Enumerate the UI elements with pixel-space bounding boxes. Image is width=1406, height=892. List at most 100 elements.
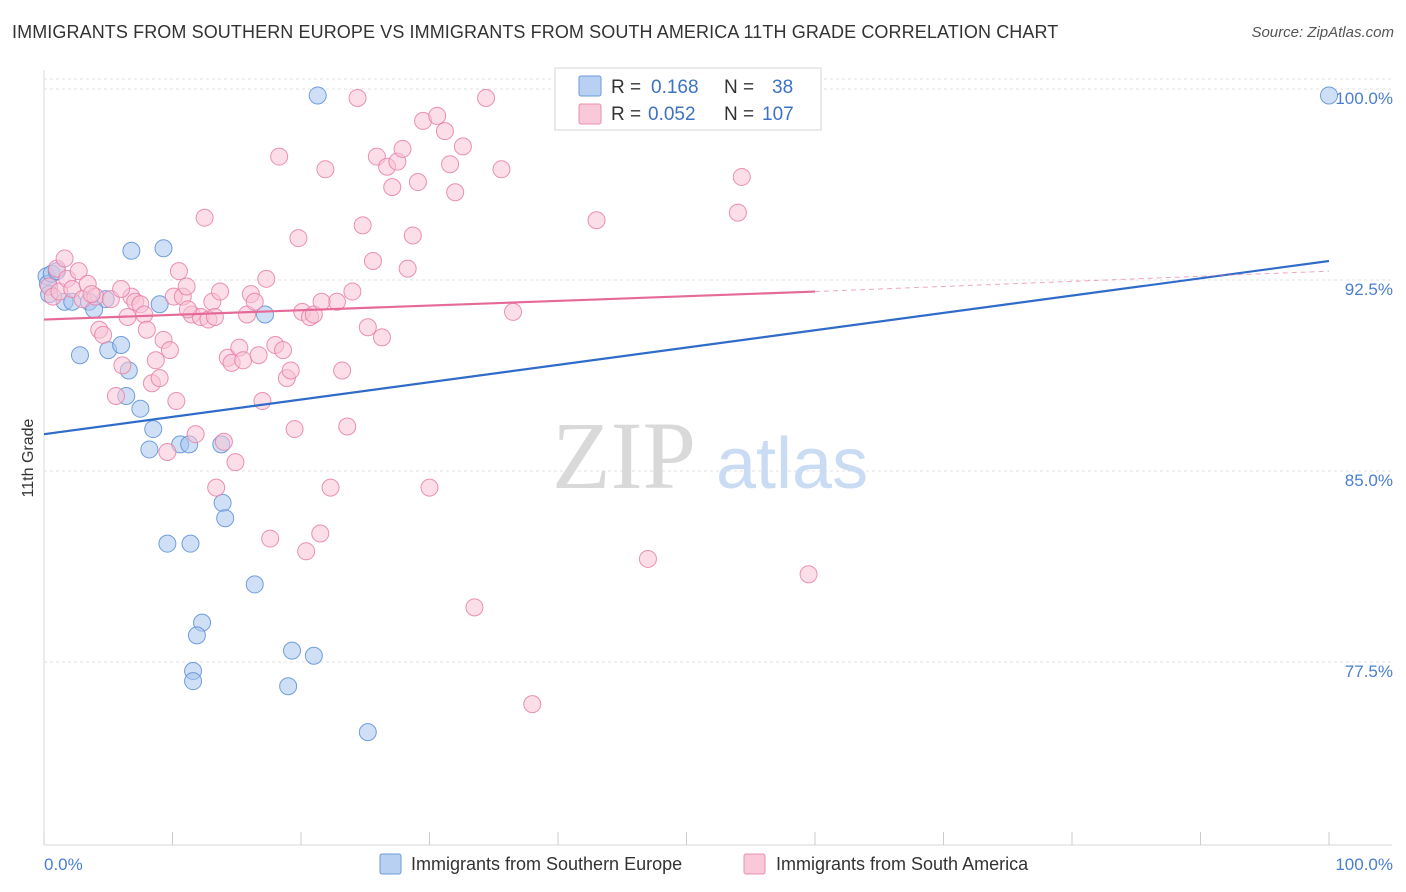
data-point — [150, 369, 169, 388]
data-point — [169, 262, 188, 281]
data-point — [420, 478, 439, 497]
trend-line-dashed-1 — [814, 270, 1330, 293]
data-point — [154, 239, 173, 258]
data-point — [393, 139, 412, 158]
data-point — [403, 226, 422, 245]
legend-r-label-2: R = — [611, 104, 641, 125]
data-point — [308, 86, 327, 105]
legend-n-value-1: 38 — [772, 77, 793, 98]
data-point — [465, 598, 484, 617]
y-tick-label: 100.0% — [1335, 89, 1393, 108]
x-tick-marks — [43, 832, 1330, 845]
data-point — [249, 346, 268, 365]
data-point — [106, 386, 125, 405]
data-point — [279, 677, 298, 696]
data-point — [184, 672, 203, 691]
bottom-legend-swatch-south-america — [743, 853, 766, 875]
data-point — [358, 318, 377, 337]
data-point — [253, 392, 272, 411]
legend-n-label-2: N = — [724, 104, 754, 125]
data-point — [587, 211, 606, 230]
bottom-legend-label-south-america: Immigrants from South America — [776, 854, 1029, 874]
data-point — [122, 241, 141, 260]
data-point — [504, 302, 523, 321]
series-south-america-points — [40, 89, 818, 714]
data-point — [181, 534, 200, 553]
legend-swatch-southern-europe — [578, 75, 602, 97]
data-point — [144, 420, 163, 439]
data-point — [112, 336, 131, 355]
data-point — [187, 626, 206, 645]
gridlines — [44, 78, 1392, 663]
data-point — [398, 259, 417, 278]
data-point — [312, 292, 331, 311]
data-point — [441, 155, 460, 174]
x-tick-label-min: 0.0% — [44, 855, 83, 874]
data-point — [428, 106, 447, 125]
legend-r-value-2: 0.052 — [648, 104, 696, 125]
legend-r-label-1: R = — [611, 77, 641, 98]
data-point — [135, 305, 154, 324]
data-point — [477, 89, 496, 107]
data-point — [137, 320, 156, 339]
data-point — [333, 361, 352, 380]
data-point — [281, 361, 300, 380]
data-point — [343, 282, 362, 301]
data-point — [55, 249, 74, 268]
data-point — [453, 137, 472, 156]
data-point — [338, 417, 357, 436]
data-point — [195, 208, 214, 227]
data-point — [799, 565, 818, 584]
data-point — [732, 167, 751, 186]
data-point — [216, 509, 235, 528]
legend-swatch-south-america — [578, 103, 602, 125]
watermark-zip: ZIP — [552, 402, 696, 509]
bottom-legend-label-southern-europe: Immigrants from Southern Europe — [411, 854, 682, 874]
data-point — [245, 292, 264, 311]
data-point — [1320, 86, 1338, 105]
data-point — [257, 269, 276, 288]
source-label: Source: ZipAtlas.com — [1251, 24, 1394, 41]
data-point — [213, 493, 232, 512]
data-point — [131, 399, 150, 418]
data-point — [274, 341, 293, 360]
data-point — [140, 440, 159, 459]
data-point — [158, 534, 177, 553]
data-point — [146, 351, 165, 370]
data-point — [207, 478, 226, 497]
data-point — [353, 216, 372, 235]
data-point — [211, 282, 230, 301]
y-tick-label: 92.5% — [1345, 280, 1393, 299]
data-point — [186, 425, 205, 444]
data-point — [205, 308, 224, 327]
trend-line-1 — [43, 290, 816, 321]
legend-n-value-2: 107 — [762, 104, 794, 125]
data-point — [69, 262, 88, 281]
data-point — [245, 575, 264, 594]
y-axis-label: 11th Grade — [20, 418, 37, 497]
y-tick-labels: 77.5% 85.0% 92.5% 100.0% — [1335, 89, 1393, 681]
data-point — [408, 173, 427, 192]
data-point — [150, 295, 169, 314]
data-point — [177, 277, 196, 296]
data-point — [372, 328, 391, 347]
data-point — [82, 285, 101, 304]
data-point — [113, 356, 132, 375]
data-point — [523, 695, 542, 714]
data-point — [321, 478, 340, 497]
data-point — [261, 529, 280, 548]
trend-line-0 — [43, 259, 1330, 436]
data-point — [214, 432, 233, 451]
data-point — [728, 203, 747, 222]
data-point — [167, 392, 186, 411]
data-point — [158, 442, 177, 461]
bottom-legend: Immigrants from Southern Europe Immigran… — [379, 853, 1029, 875]
chart-title: IMMIGRANTS FROM SOUTHERN EUROPE VS IMMIG… — [12, 22, 1059, 42]
data-point — [234, 351, 253, 370]
data-point — [112, 280, 131, 298]
data-point — [94, 325, 113, 344]
watermark-atlas: atlas — [716, 424, 868, 504]
data-point — [285, 420, 304, 439]
data-point — [446, 183, 465, 202]
data-point — [492, 160, 511, 179]
